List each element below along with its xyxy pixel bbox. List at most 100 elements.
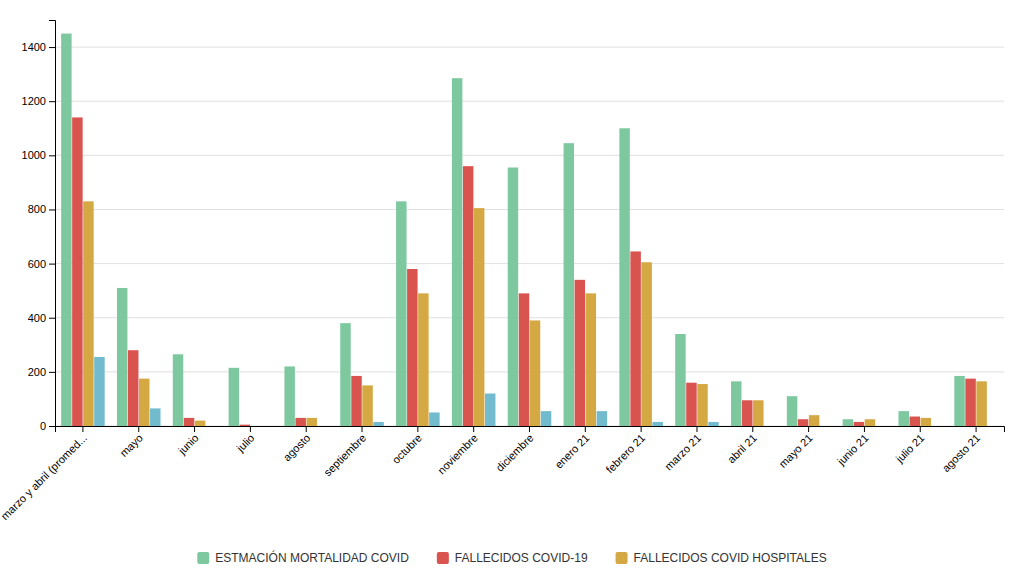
tick-mark (808, 426, 809, 432)
bar (597, 411, 607, 426)
tick-label: 0 (40, 420, 46, 432)
plot: 0200400600800100012001400marzo y abril (… (0, 21, 1004, 523)
grid (55, 47, 1004, 426)
legend-swatch (437, 552, 449, 564)
bar (764, 426, 774, 427)
tick-mark (362, 426, 363, 432)
tick-label: 1400 (22, 41, 46, 53)
bar (318, 426, 328, 427)
tick: noviembre (435, 426, 480, 476)
tick-label: marzo 21 (662, 432, 703, 473)
tick: 1400 (22, 41, 55, 53)
bar (965, 379, 975, 426)
tick: marzo y abril (promed... (0, 426, 89, 522)
bar (708, 422, 718, 426)
legend-swatch (197, 552, 209, 564)
bar (865, 419, 875, 426)
bar (987, 426, 997, 427)
bar (519, 293, 529, 426)
tick-label: diciembre (494, 432, 536, 474)
tick: mayo (117, 426, 145, 459)
grid-line (55, 371, 1004, 372)
tick-label: junio 21 (834, 432, 870, 468)
tick-mark (250, 426, 251, 432)
bar (128, 350, 138, 426)
tick-label: 1200 (22, 95, 46, 107)
tick-mark (696, 426, 697, 432)
tick: 200 (28, 366, 55, 378)
tick: mayo 21 (777, 426, 815, 470)
tick: junio 21 (834, 426, 870, 468)
bar (932, 426, 942, 427)
tick: agosto (281, 426, 313, 463)
tick-mark (417, 426, 418, 432)
bar (72, 117, 82, 426)
axis-line (49, 21, 56, 427)
grid-line (55, 263, 1004, 264)
tick-mark (138, 426, 139, 432)
tick-label: mayo 21 (777, 432, 815, 470)
tick: agosto 21 (940, 426, 983, 474)
bar (541, 411, 551, 426)
tick-mark (641, 426, 642, 432)
bar (742, 400, 752, 426)
grid-line (55, 209, 1004, 210)
bar-series (61, 34, 965, 426)
tick: enero 21 (552, 426, 591, 471)
legend-item: ESTMACIÓN MORTALIDAD COVID (197, 550, 409, 565)
legend-item: FALLECIDOS COVID-19 (437, 551, 588, 565)
bar (641, 262, 651, 426)
bar (787, 396, 797, 426)
bar (195, 421, 205, 426)
bar (876, 426, 886, 427)
tick-mark (49, 372, 55, 373)
tick: julio (234, 426, 257, 455)
bar (820, 426, 830, 427)
tick-label: 200 (28, 366, 46, 378)
y-axis: 0200400600800100012001400 (22, 21, 56, 433)
grid-line (55, 47, 1004, 48)
tick-label: 1000 (22, 149, 46, 161)
bar (229, 368, 239, 426)
bar (809, 415, 819, 426)
bar (61, 34, 71, 426)
tick-label: junio (175, 432, 201, 458)
bar (686, 383, 696, 426)
tick: 1200 (22, 95, 55, 107)
bar (630, 251, 640, 426)
tick: 800 (28, 203, 55, 215)
tick-mark (473, 426, 474, 432)
bar (139, 379, 149, 426)
bar (251, 426, 261, 427)
bar-series (94, 357, 719, 426)
bar (898, 411, 908, 426)
bar (619, 128, 629, 426)
grid-line (55, 155, 1004, 156)
tick-mark (976, 426, 977, 432)
bar (675, 334, 685, 426)
tick-label: mayo (117, 432, 145, 460)
bar (206, 426, 216, 427)
tick-mark (864, 426, 865, 432)
bar (854, 422, 864, 426)
tick-label: julio (234, 432, 257, 455)
tick: junio (175, 426, 201, 457)
tick-mark (194, 426, 195, 432)
legend-item: FALLECIDOS COVID HOSPITALES (616, 551, 827, 565)
bar (340, 323, 350, 426)
tick-mark (529, 426, 530, 432)
tick-mark (49, 318, 55, 319)
bar (575, 280, 585, 426)
legend-swatch (616, 552, 628, 564)
bar (150, 408, 160, 426)
tick-label: 400 (28, 312, 46, 324)
bar (731, 381, 741, 426)
tick: abril 21 (725, 426, 759, 466)
bar (753, 400, 763, 426)
bar (351, 376, 361, 426)
tick-label: agosto 21 (940, 432, 983, 475)
bar (83, 201, 93, 426)
grid-line (55, 101, 1004, 102)
bar (284, 366, 294, 426)
bar (474, 208, 484, 426)
